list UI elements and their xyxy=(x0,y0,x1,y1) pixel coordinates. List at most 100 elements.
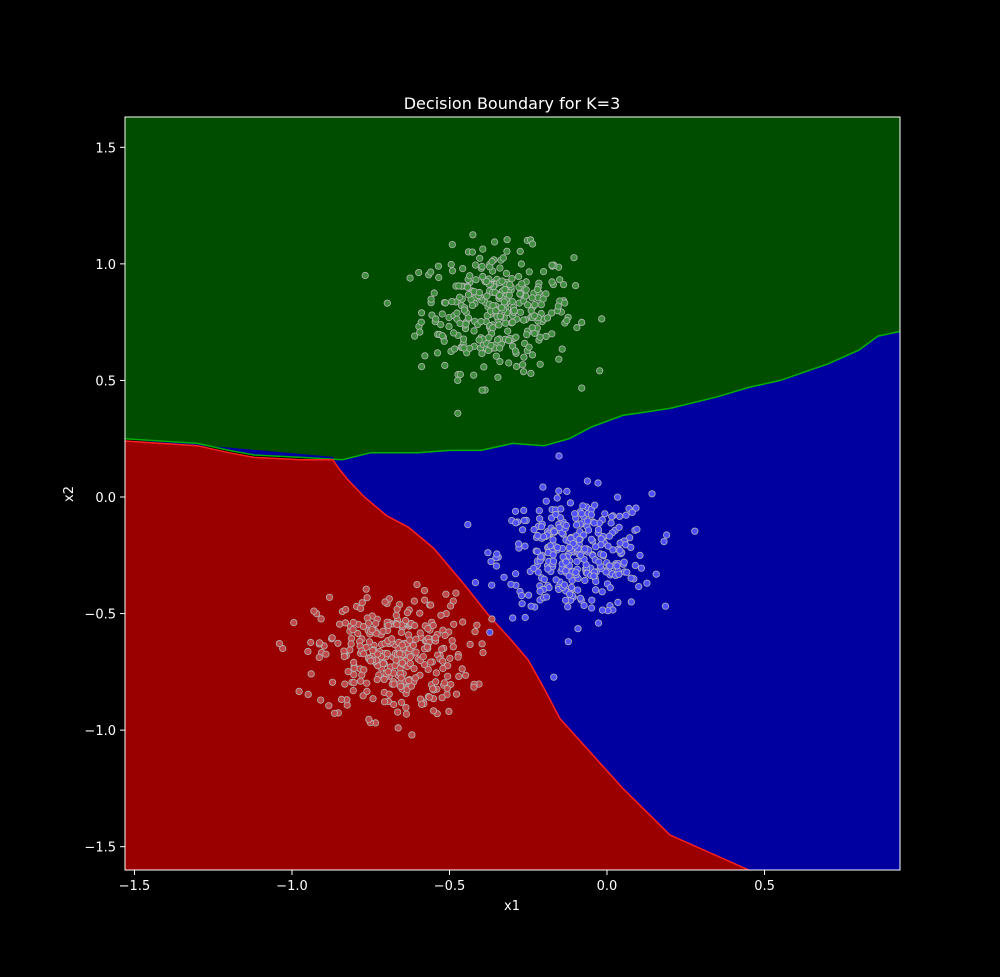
point-green xyxy=(516,290,524,298)
point-red xyxy=(334,639,342,647)
point-green xyxy=(448,297,456,306)
y-axis-label: x2 xyxy=(62,486,77,502)
point-green xyxy=(488,257,496,266)
point-green xyxy=(460,344,468,352)
point-blue xyxy=(550,528,558,536)
point-red xyxy=(369,646,377,655)
point-red xyxy=(383,650,391,658)
point-blue xyxy=(609,546,617,554)
point-green xyxy=(487,341,495,349)
point-green xyxy=(417,318,425,326)
point-red xyxy=(363,594,371,602)
point-blue xyxy=(591,501,599,509)
point-green xyxy=(498,277,506,285)
point-blue xyxy=(573,557,581,566)
point-red xyxy=(349,686,357,695)
point-green xyxy=(456,370,464,379)
point-green xyxy=(475,288,483,297)
point-green xyxy=(496,264,504,272)
point-green xyxy=(525,343,533,351)
point-green xyxy=(508,274,516,283)
point-blue xyxy=(539,483,547,491)
point-red xyxy=(395,650,404,658)
point-green xyxy=(448,267,457,275)
point-green xyxy=(508,318,517,326)
point-green xyxy=(511,347,520,355)
point-blue xyxy=(591,586,600,594)
point-green xyxy=(514,272,523,281)
point-green xyxy=(578,384,586,392)
point-red xyxy=(419,652,427,661)
point-blue xyxy=(564,638,572,646)
point-green xyxy=(530,312,539,320)
point-blue xyxy=(615,570,623,579)
point-blue xyxy=(559,553,567,561)
point-red xyxy=(295,687,303,696)
point-red xyxy=(365,638,373,646)
point-blue xyxy=(616,546,624,555)
point-green xyxy=(533,285,542,294)
point-red xyxy=(384,668,392,676)
point-red xyxy=(349,626,357,634)
point-blue xyxy=(521,613,529,622)
point-red xyxy=(350,658,358,667)
point-green xyxy=(518,280,526,288)
point-green xyxy=(468,301,476,309)
point-green xyxy=(519,361,527,369)
point-green xyxy=(479,245,487,253)
point-blue xyxy=(613,493,622,501)
decision-regions xyxy=(124,116,901,871)
point-green xyxy=(406,274,414,282)
point-blue xyxy=(549,557,558,565)
point-green xyxy=(437,320,445,329)
point-green xyxy=(496,344,504,352)
point-green xyxy=(496,357,504,366)
point-blue xyxy=(637,564,646,572)
chart-title: Decision Boundary for K=3 xyxy=(404,94,621,113)
point-blue xyxy=(587,535,596,543)
point-blue xyxy=(518,600,526,608)
point-blue xyxy=(604,542,612,550)
point-green xyxy=(483,292,491,300)
point-green xyxy=(438,310,446,318)
point-red xyxy=(442,590,450,598)
y-tick-label: −1.0 xyxy=(84,724,116,739)
point-red xyxy=(429,707,438,715)
point-green xyxy=(448,241,456,249)
point-green xyxy=(416,328,424,336)
point-blue xyxy=(566,499,575,507)
point-green xyxy=(417,362,426,371)
point-red xyxy=(397,674,405,682)
point-green xyxy=(502,269,510,277)
point-blue xyxy=(648,490,656,498)
boundary-red xyxy=(124,440,750,871)
point-blue xyxy=(512,519,520,527)
point-red xyxy=(439,664,447,673)
point-green xyxy=(478,349,486,358)
point-blue xyxy=(542,593,551,601)
point-red xyxy=(409,641,417,650)
point-red xyxy=(356,677,365,685)
point-red xyxy=(349,618,357,627)
point-green xyxy=(459,264,467,273)
point-blue xyxy=(592,543,600,551)
point-red xyxy=(325,702,333,710)
point-blue xyxy=(615,523,623,531)
point-blue xyxy=(565,572,573,580)
point-red xyxy=(439,657,447,665)
point-blue xyxy=(601,510,609,518)
point-blue xyxy=(493,550,501,558)
point-blue xyxy=(549,551,557,559)
point-red xyxy=(369,695,377,703)
x-tick-label: −1.5 xyxy=(119,879,151,894)
point-green xyxy=(492,307,500,315)
point-red xyxy=(445,707,453,716)
point-blue xyxy=(627,574,635,582)
point-green xyxy=(493,336,502,344)
point-blue xyxy=(633,525,641,534)
point-green xyxy=(520,353,528,361)
point-red xyxy=(325,593,334,601)
point-green xyxy=(478,386,486,394)
point-green xyxy=(383,299,391,307)
y-tick-label: 1.0 xyxy=(95,258,116,273)
